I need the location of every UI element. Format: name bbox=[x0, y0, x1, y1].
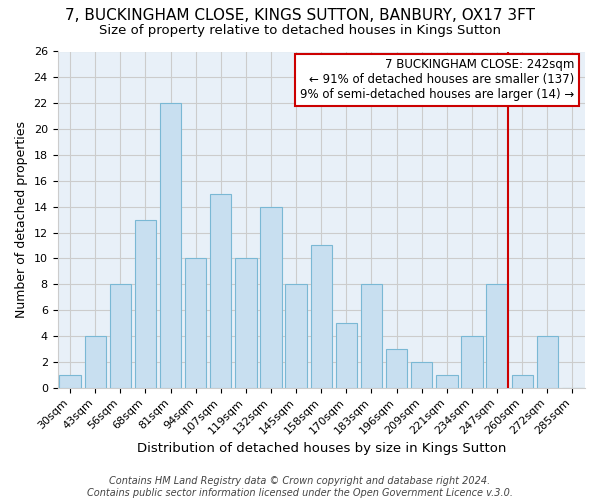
Bar bbox=[110, 284, 131, 388]
Bar bbox=[487, 284, 508, 388]
X-axis label: Distribution of detached houses by size in Kings Sutton: Distribution of detached houses by size … bbox=[137, 442, 506, 455]
Bar bbox=[135, 220, 156, 388]
Text: 7 BUCKINGHAM CLOSE: 242sqm
← 91% of detached houses are smaller (137)
9% of semi: 7 BUCKINGHAM CLOSE: 242sqm ← 91% of deta… bbox=[300, 58, 574, 101]
Bar bbox=[512, 375, 533, 388]
Bar bbox=[536, 336, 558, 388]
Bar bbox=[386, 349, 407, 388]
Bar bbox=[260, 206, 282, 388]
Bar bbox=[436, 375, 458, 388]
Bar bbox=[235, 258, 257, 388]
Bar bbox=[311, 246, 332, 388]
Bar bbox=[160, 103, 181, 388]
Y-axis label: Number of detached properties: Number of detached properties bbox=[15, 121, 28, 318]
Text: Size of property relative to detached houses in Kings Sutton: Size of property relative to detached ho… bbox=[99, 24, 501, 37]
Bar bbox=[286, 284, 307, 388]
Text: Contains HM Land Registry data © Crown copyright and database right 2024.
Contai: Contains HM Land Registry data © Crown c… bbox=[87, 476, 513, 498]
Bar bbox=[59, 375, 81, 388]
Bar bbox=[210, 194, 232, 388]
Bar bbox=[185, 258, 206, 388]
Bar bbox=[85, 336, 106, 388]
Bar bbox=[361, 284, 382, 388]
Bar bbox=[461, 336, 482, 388]
Bar bbox=[336, 323, 357, 388]
Bar bbox=[411, 362, 433, 388]
Text: 7, BUCKINGHAM CLOSE, KINGS SUTTON, BANBURY, OX17 3FT: 7, BUCKINGHAM CLOSE, KINGS SUTTON, BANBU… bbox=[65, 8, 535, 22]
